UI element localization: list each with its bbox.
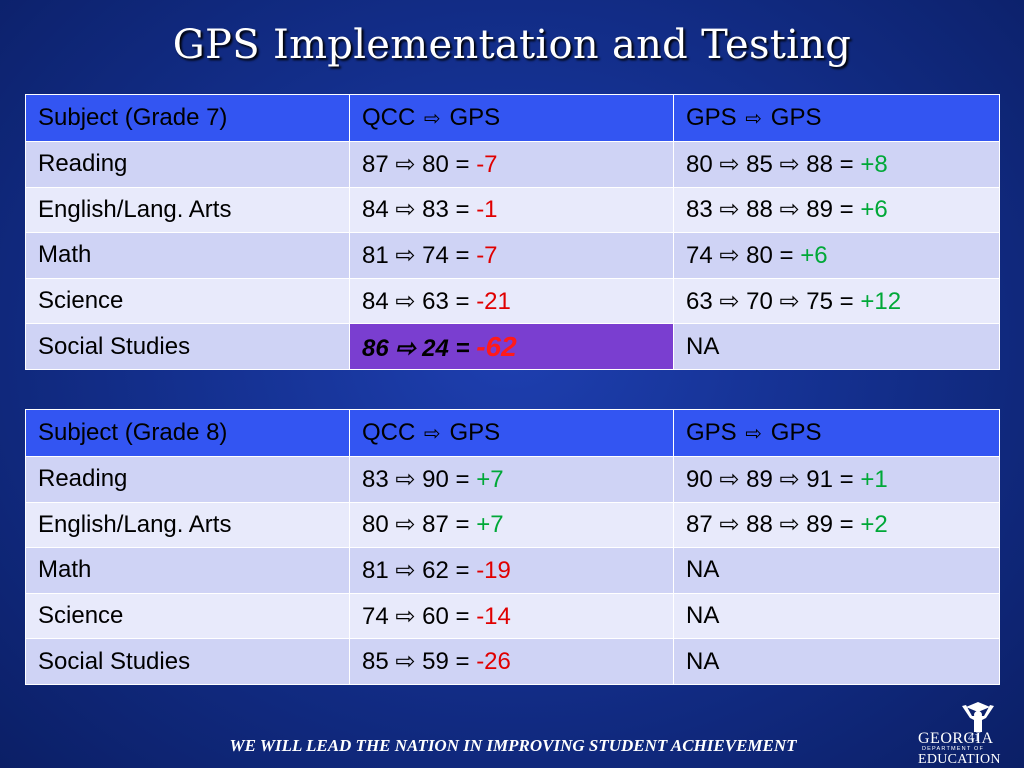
subject-cell: Social Studies: [25, 323, 350, 370]
delta-value: +7: [476, 465, 504, 493]
delta-value: +1: [860, 465, 888, 493]
subject-cell: English/Lang. Arts: [25, 501, 350, 549]
gps-gps-cell: NA: [673, 592, 1000, 640]
delta-value: +12: [860, 287, 902, 315]
page-number: 41: [968, 730, 980, 744]
delta-value: +7: [476, 511, 504, 539]
table-row: English/Lang. Arts 84 ⇨ 83 = -1 83 ⇨ 88 …: [25, 186, 1000, 234]
arrow-right-icon: ⇨: [424, 106, 441, 130]
delta-value: -14: [476, 602, 511, 630]
gps-gps-cell: 83 ⇨ 88 ⇨ 89 = +6: [673, 186, 1000, 234]
qcc-gps-cell-highlight: 86 ⇨ 24 = -62: [349, 323, 674, 370]
delta-value: +2: [860, 511, 888, 539]
table-header-row: Subject (Grade 8) QCC ⇨ GPS GPS ⇨ GPS: [25, 409, 1000, 457]
grade-8-table: Subject (Grade 8) QCC ⇨ GPS GPS ⇨ GPS Re…: [25, 409, 1000, 685]
subject-cell: Reading: [25, 141, 350, 188]
graduate-figure-icon: [962, 702, 994, 732]
qcc-gps-cell: 85 ⇨ 59 = -26: [349, 638, 674, 685]
table-row: Math 81 ⇨ 62 = -19 NA: [25, 547, 1000, 594]
qcc-gps-cell: 80 ⇨ 87 = +7: [349, 501, 674, 549]
header-qcc-gps: QCC ⇨ GPS: [349, 409, 674, 457]
table-row: Reading 87 ⇨ 80 = -7 80 ⇨ 85 ⇨ 88 = +8: [25, 141, 1000, 188]
subject-cell: Math: [25, 547, 350, 594]
logo-line-georgia: GEORGIA: [918, 730, 994, 747]
subject-cell: Math: [25, 232, 350, 279]
delta-value: -1: [476, 196, 498, 224]
delta-value: -7: [476, 150, 498, 178]
slide-title: GPS Implementation and Testing: [172, 22, 852, 68]
subject-cell: Science: [25, 592, 350, 640]
subject-cell: Reading: [25, 456, 350, 503]
header-subject: Subject (Grade 8): [25, 409, 350, 457]
table-header-row: Subject (Grade 7) QCC ⇨ GPS GPS ⇨ GPS: [25, 94, 1000, 142]
table-row: Social Studies 86 ⇨ 24 = -62 NA: [25, 323, 1000, 370]
arrow-right-icon: ⇨: [745, 106, 763, 130]
grade-7-table: Subject (Grade 7) QCC ⇨ GPS GPS ⇨ GPS Re…: [25, 94, 1000, 370]
gps-gps-cell: 90 ⇨ 89 ⇨ 91 = +1: [673, 456, 1000, 503]
gps-gps-cell: NA: [673, 547, 1000, 594]
delta-value: +8: [860, 150, 888, 178]
arrow-right-icon: ⇨: [745, 421, 763, 445]
delta-value: +6: [800, 241, 828, 269]
table-row: Science 74 ⇨ 60 = -14 NA: [25, 592, 1000, 640]
gps-gps-cell: NA: [673, 323, 1000, 370]
gps-gps-cell: 80 ⇨ 85 ⇨ 88 = +8: [673, 141, 1000, 188]
logo-line-education: EDUCATION: [918, 752, 1001, 767]
qcc-gps-cell: 74 ⇨ 60 = -14: [349, 592, 674, 640]
footer-slogan: WE WILL LEAD THE NATION IN IMPROVING STU…: [229, 736, 797, 755]
delta-value: -19: [476, 556, 511, 584]
logo-line-department: DEPARTMENT OF: [922, 746, 985, 752]
qcc-gps-cell: 87 ⇨ 80 = -7: [349, 141, 674, 188]
gps-gps-cell: 74 ⇨ 80 = +6: [673, 232, 1000, 279]
qcc-gps-cell: 84 ⇨ 63 = -21: [349, 277, 674, 325]
qcc-gps-cell: 81 ⇨ 62 = -19: [349, 547, 674, 594]
subject-cell: Social Studies: [25, 638, 350, 685]
delta-value: -7: [476, 241, 498, 269]
arrow-right-icon: ⇨: [424, 421, 441, 445]
delta-value: -21: [476, 287, 511, 315]
subject-cell: English/Lang. Arts: [25, 186, 350, 234]
header-gps-gps: GPS ⇨ GPS: [673, 94, 1000, 142]
delta-value: -62: [476, 330, 517, 362]
table-row: English/Lang. Arts 80 ⇨ 87 = +7 87 ⇨ 88 …: [25, 501, 1000, 549]
header-subject: Subject (Grade 7): [25, 94, 350, 142]
table-row: Reading 83 ⇨ 90 = +7 90 ⇨ 89 ⇨ 91 = +1: [25, 456, 1000, 503]
table-row: Math 81 ⇨ 74 = -7 74 ⇨ 80 = +6: [25, 232, 1000, 279]
header-gps-gps: GPS ⇨ GPS: [673, 409, 1000, 457]
subject-cell: Science: [25, 277, 350, 325]
qcc-gps-cell: 83 ⇨ 90 = +7: [349, 456, 674, 503]
gps-gps-cell: 87 ⇨ 88 ⇨ 89 = +2: [673, 501, 1000, 549]
gps-gps-cell: 63 ⇨ 70 ⇨ 75 = +12: [673, 277, 1000, 325]
header-qcc-gps: QCC ⇨ GPS: [349, 94, 674, 142]
delta-value: +6: [860, 196, 888, 224]
qcc-gps-cell: 84 ⇨ 83 = -1: [349, 186, 674, 234]
georgia-doe-logo: GEORGIA DEPARTMENT OF EDUCATION: [916, 700, 1016, 767]
qcc-gps-cell: 81 ⇨ 74 = -7: [349, 232, 674, 279]
table-row: Social Studies 85 ⇨ 59 = -26 NA: [25, 638, 1000, 685]
gps-gps-cell: NA: [673, 638, 1000, 685]
delta-value: -26: [476, 648, 511, 676]
table-row: Science 84 ⇨ 63 = -21 63 ⇨ 70 ⇨ 75 = +12: [25, 277, 1000, 325]
